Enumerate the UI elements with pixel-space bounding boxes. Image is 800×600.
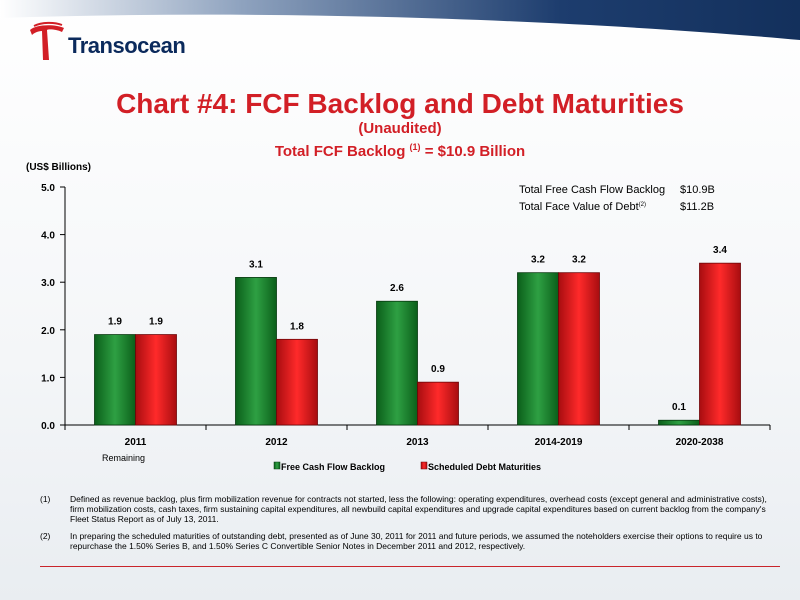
y-tick-label: 5.0 <box>41 183 55 194</box>
y-axis: 0.0 1.0 2.0 3.0 4.0 5.0 <box>41 183 66 432</box>
page-title: Chart #4: FCF Backlog and Debt Maturitie… <box>116 88 684 119</box>
data-label: 3.2 <box>572 255 586 266</box>
bar-scheduled-debt-maturities <box>135 334 177 426</box>
data-label: 3.1 <box>249 259 263 270</box>
totals-annotation: Total Free Cash Flow Backlog $10.9B Total … <box>519 184 715 213</box>
subtitle-unaudited: (Unaudited) <box>358 120 442 137</box>
bar-scheduled-debt-maturities <box>699 262 741 426</box>
company-name: Transocean <box>68 33 186 58</box>
data-label: 2.6 <box>390 283 404 294</box>
bar-free-cash-flow-backlog <box>376 300 418 426</box>
bar-scheduled-debt-maturities <box>558 272 600 426</box>
data-label: 0.1 <box>672 402 686 413</box>
x-tick-label: 2014-2019 <box>535 437 583 448</box>
legend-label: Free Cash Flow Backlog <box>281 462 385 472</box>
legend-swatch-fcf <box>273 461 281 470</box>
x-axis: 2011 Remaining 2012 2013 2014-2019 2020-2038 <box>64 424 771 463</box>
bar-chart: (US$ Billions) 0.0 1.0 2.0 3.0 4.0 5.0 2011 Re… <box>26 162 771 472</box>
legend: Free Cash Flow Backlog Scheduled Debt Mat… <box>273 461 541 472</box>
footnotes: (1) Defined as revenue backlog, plus fir… <box>40 494 780 558</box>
y-unit-label: (US$ Billions) <box>26 162 91 173</box>
x-tick-label: 2013 <box>406 437 429 448</box>
footnote-2: (2) In preparing the scheduled maturitie… <box>40 531 780 551</box>
bar-free-cash-flow-backlog <box>94 334 136 426</box>
annotation-value: $11.2B <box>680 201 714 213</box>
x-tick-sublabel: Remaining <box>102 453 145 463</box>
footnote-1: (1) Defined as revenue backlog, plus fir… <box>40 494 780 524</box>
data-label: 3.2 <box>531 255 545 266</box>
footnote-text: Defined as revenue backlog, plus firm mo… <box>70 494 767 524</box>
annotation-label-text: Total Face Value of Debt <box>519 201 639 213</box>
subtitle-backlog-prefix: Total FCF Backlog <box>274 143 410 160</box>
footnote-number: (1) <box>40 494 51 504</box>
title-block: Chart #4: FCF Backlog and Debt Maturitie… <box>0 88 800 161</box>
transocean-logo-icon <box>30 21 64 60</box>
bar-free-cash-flow-backlog <box>517 272 559 426</box>
bar-free-cash-flow-backlog <box>235 277 277 426</box>
data-label: 3.4 <box>713 245 727 256</box>
data-label: 1.8 <box>290 321 304 332</box>
annotation-label: Total Free Cash Flow Backlog <box>519 184 665 196</box>
annotation-label: Total Face Value of Debt(2) <box>519 201 646 213</box>
y-tick-label: 0.0 <box>41 421 55 432</box>
x-tick-label: 2011 <box>125 437 147 448</box>
x-tick-label: 2020-2038 <box>676 437 724 448</box>
bars <box>94 262 741 426</box>
legend-swatch-debt <box>420 461 428 470</box>
footnote-text: In preparing the scheduled maturities of… <box>70 531 763 551</box>
header-banner <box>0 0 800 40</box>
subtitle-backlog-total: Total FCF Backlog (1) = $10.9 Billion <box>0 138 800 161</box>
annotation-value: $10.9B <box>680 184 715 196</box>
footnote-number: (2) <box>40 531 51 541</box>
subtitle-footnote-ref: (1) <box>409 142 421 152</box>
y-tick-label: 2.0 <box>41 326 55 337</box>
bar-free-cash-flow-backlog <box>658 419 700 426</box>
data-labels: 1.9 3.1 2.6 3.2 0.1 1.9 1.8 0.9 3.2 3.4 <box>108 245 727 413</box>
legend-label: Scheduled Debt Maturities <box>428 462 541 472</box>
x-tick-label: 2012 <box>265 437 288 448</box>
y-tick-label: 4.0 <box>41 231 55 242</box>
y-tick-label: 3.0 <box>41 278 55 289</box>
data-label: 0.9 <box>431 364 445 375</box>
bar-scheduled-debt-maturities <box>276 338 318 426</box>
bottom-divider <box>40 566 780 567</box>
annotation-footnote-ref: (2) <box>639 202 646 208</box>
y-tick-label: 1.0 <box>41 373 55 384</box>
data-label: 1.9 <box>149 317 163 328</box>
data-label: 1.9 <box>108 317 122 328</box>
bar-scheduled-debt-maturities <box>417 381 459 426</box>
annotation-label-text: Total Free Cash Flow Backlog <box>519 184 665 196</box>
subtitle-backlog-suffix: = $10.9 Billion <box>420 143 526 160</box>
company-logo: Transocean <box>28 20 228 70</box>
